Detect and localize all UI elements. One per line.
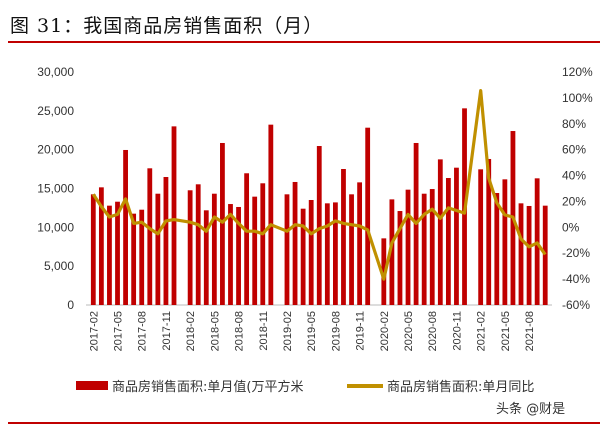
y-right-tick-label: 40% <box>562 169 586 183</box>
legend-label-bar: 商品房销售面积:单月值(万平方米 <box>112 380 304 395</box>
bar <box>171 126 177 305</box>
x-tick-label: 2017-08 <box>137 311 149 351</box>
bar <box>389 199 395 305</box>
x-tick-label: 2020-05 <box>403 311 415 351</box>
x-tick-label: 2021-08 <box>524 311 536 351</box>
bar <box>308 199 314 305</box>
x-tick-label: 2019-02 <box>282 311 294 351</box>
bar <box>260 183 266 305</box>
bar <box>98 187 104 305</box>
bar <box>542 205 548 305</box>
x-tick-label: 2019-11 <box>355 311 367 351</box>
bar <box>445 178 451 305</box>
x-tick-label: 2018-11 <box>258 311 270 351</box>
y-right-tick-label: -40% <box>562 272 590 286</box>
bar <box>236 206 241 305</box>
y-left-tick-label: 10,000 <box>37 220 74 234</box>
legend-label-line: 商品房销售面积:单月同比 <box>387 380 535 395</box>
watermark: 头条 @财是 <box>496 402 566 417</box>
bar <box>333 202 338 305</box>
y-left-tick-label: 20,000 <box>37 143 74 157</box>
bar <box>292 181 298 305</box>
bar <box>405 189 411 305</box>
bar <box>437 159 443 305</box>
x-tick-label: 2019-08 <box>330 311 342 351</box>
bar <box>147 168 153 305</box>
y-right-tick-label: 0% <box>562 220 580 234</box>
legend-item-line: 商品房销售面积:单月同比 <box>347 376 534 395</box>
y-left-tick-label: 5,000 <box>44 259 74 273</box>
x-tick-label: 2017-02 <box>88 311 100 351</box>
bar <box>139 209 145 305</box>
bar <box>252 196 258 305</box>
y-left-tick-label: 25,000 <box>37 104 74 118</box>
x-tick-label: 2020-11 <box>451 311 463 351</box>
bar <box>284 194 290 305</box>
bar <box>90 194 96 305</box>
y-right-tick-label: 120% <box>562 65 593 79</box>
bar <box>454 167 459 305</box>
legend-swatch-bar <box>76 381 108 390</box>
y-right-tick-label: -60% <box>562 298 590 312</box>
bar <box>244 173 250 305</box>
bar <box>502 179 508 305</box>
legend-item-bar: 商品房销售面积:单月值(万平方米 <box>76 376 303 395</box>
bar <box>131 213 137 305</box>
legend-swatch-line <box>347 383 383 388</box>
bar <box>107 205 112 305</box>
bar <box>220 142 225 305</box>
x-tick-label: 2020-08 <box>427 311 439 351</box>
bar <box>228 204 233 305</box>
x-tick-label: 2017-05 <box>113 311 125 351</box>
bar <box>357 182 363 305</box>
y-right-tick-label: -20% <box>562 246 590 260</box>
bar <box>486 158 492 305</box>
bar <box>349 194 354 305</box>
bar <box>268 124 274 306</box>
bar <box>381 238 387 305</box>
bar <box>316 146 322 305</box>
bar <box>324 203 330 305</box>
bar <box>478 169 484 305</box>
bar <box>115 201 120 305</box>
bar <box>518 203 524 305</box>
y-right-tick-label: 20% <box>562 194 586 208</box>
x-tick-label: 2021-05 <box>500 311 512 351</box>
x-tick-label: 2019-05 <box>306 311 318 351</box>
bar <box>195 184 201 305</box>
bar <box>494 193 500 305</box>
y-right-tick-label: 100% <box>562 91 593 105</box>
x-tick-label: 2018-08 <box>234 311 246 351</box>
bar <box>526 205 532 305</box>
x-tick-label: 2018-02 <box>185 311 197 351</box>
chart-title: 图 31：我国商品房销售面积（月） <box>10 15 324 37</box>
bar <box>123 149 128 305</box>
x-tick-label: 2020-02 <box>379 311 391 351</box>
y-right-tick-label: 60% <box>562 143 586 157</box>
y-left-tick-label: 0 <box>67 298 74 312</box>
bar <box>397 211 403 305</box>
x-tick-label: 2017-11 <box>161 311 173 351</box>
bottom-divider <box>8 422 600 424</box>
y-right-tick-label: 80% <box>562 117 586 131</box>
y-left-tick-label: 30,000 <box>37 65 74 79</box>
y-left-tick-label: 15,000 <box>37 182 74 196</box>
bar <box>155 193 161 305</box>
bar <box>421 193 427 305</box>
yoy-line <box>91 88 547 281</box>
bar <box>341 169 346 305</box>
x-tick-label: 2018-05 <box>209 311 221 351</box>
bar <box>365 127 371 305</box>
bar <box>203 210 209 305</box>
bar <box>163 177 169 305</box>
bar <box>429 189 435 305</box>
x-tick-label: 2021-02 <box>476 311 488 351</box>
title-divider <box>8 41 600 43</box>
bar <box>187 190 193 305</box>
bar <box>300 208 306 305</box>
bar <box>211 193 217 305</box>
